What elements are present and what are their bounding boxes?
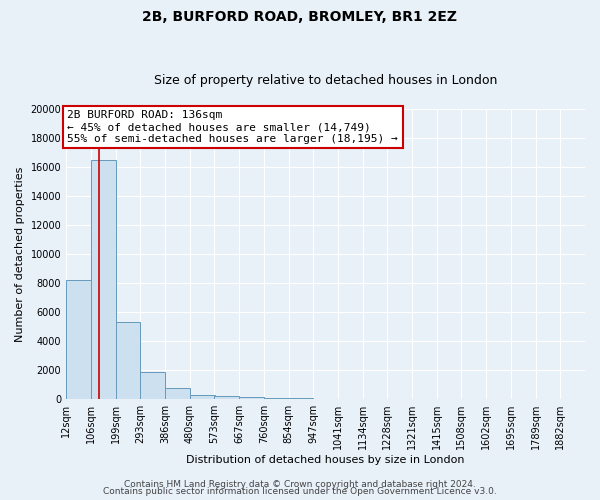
Bar: [116, 322, 140, 399]
X-axis label: Distribution of detached houses by size in London: Distribution of detached houses by size …: [187, 455, 465, 465]
Bar: [190, 394, 215, 399]
Text: 2B, BURFORD ROAD, BROMLEY, BR1 2EZ: 2B, BURFORD ROAD, BROMLEY, BR1 2EZ: [143, 10, 458, 24]
Bar: [165, 388, 190, 399]
Bar: [239, 397, 264, 399]
Bar: [264, 398, 289, 399]
Bar: [140, 372, 165, 399]
Title: Size of property relative to detached houses in London: Size of property relative to detached ho…: [154, 74, 497, 87]
Bar: [66, 280, 91, 399]
Bar: [91, 160, 116, 399]
Y-axis label: Number of detached properties: Number of detached properties: [15, 166, 25, 342]
Text: Contains HM Land Registry data © Crown copyright and database right 2024.: Contains HM Land Registry data © Crown c…: [124, 480, 476, 489]
Bar: [289, 398, 313, 399]
Bar: [214, 396, 239, 399]
Text: 2B BURFORD ROAD: 136sqm
← 45% of detached houses are smaller (14,749)
55% of sem: 2B BURFORD ROAD: 136sqm ← 45% of detache…: [67, 110, 398, 144]
Text: Contains public sector information licensed under the Open Government Licence v3: Contains public sector information licen…: [103, 487, 497, 496]
